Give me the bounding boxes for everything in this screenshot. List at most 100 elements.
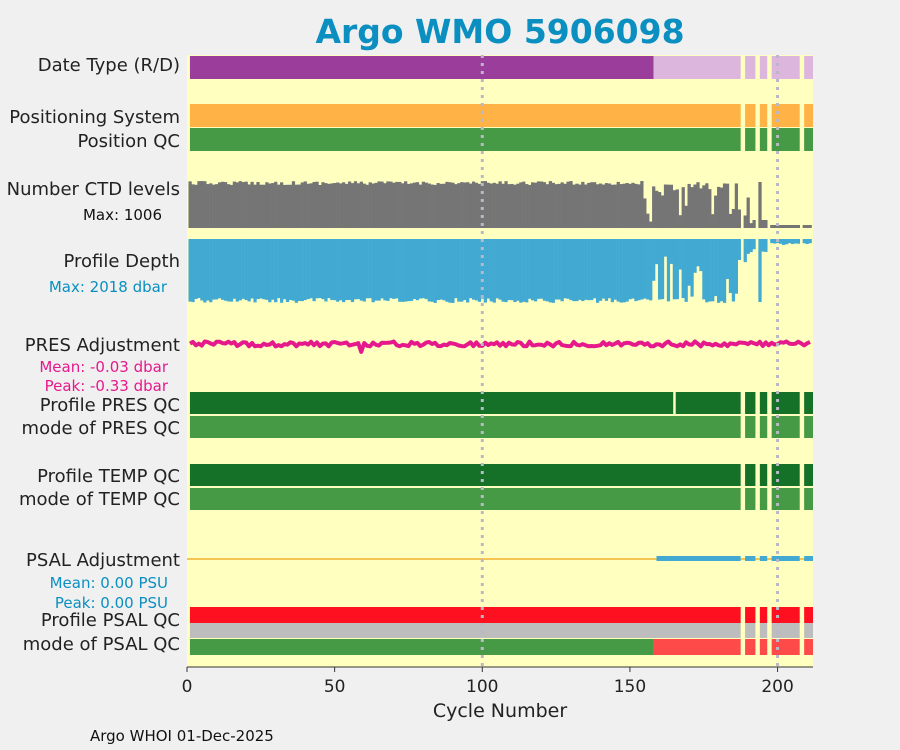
ctd-bar-154: [640, 181, 644, 228]
ctd-bar-99: [477, 183, 482, 228]
depth-bar-157: [649, 239, 653, 301]
depth-bar-198: [770, 239, 774, 244]
ctd-bar-125: [554, 184, 558, 228]
annotation-psal-peak: Peak: 0.00 PSU: [55, 594, 168, 612]
temp-qc-seg-1: [745, 464, 756, 486]
temp-qc-seg-3: [771, 464, 800, 486]
chart-title: Argo WMO 5906098: [315, 12, 684, 51]
ctd-bar-7: [206, 184, 210, 228]
depth-bar-136: [587, 239, 591, 301]
ctd-bar-206: [793, 225, 798, 228]
psal-qc-seg-1: [745, 607, 756, 623]
depth-bar-150: [628, 239, 632, 300]
depth-bar-108: [504, 239, 508, 303]
depth-bar-56: [350, 239, 355, 303]
ctd-bar-95: [466, 182, 470, 228]
ctd-bar-14: [226, 184, 231, 228]
depth-bar-209: [802, 239, 806, 244]
ctd-bar-66: [380, 181, 384, 228]
ctd-bar-48: [327, 183, 331, 228]
depth-bar-94: [463, 239, 467, 301]
ctd-bar-133: [578, 184, 582, 228]
ctd-bar-103: [489, 183, 493, 228]
depth-bar-62: [368, 239, 372, 299]
label-mode-pres-qc: mode of PRES QC: [22, 418, 180, 439]
positioning-system-seg-2: [759, 104, 768, 127]
depth-bar-158: [652, 239, 656, 281]
depth-bar-75: [406, 239, 411, 302]
depth-bar-4: [197, 239, 201, 299]
depth-bar-106: [498, 239, 502, 300]
ctd-bar-96: [468, 183, 473, 228]
temp-mode-seg-3: [771, 488, 800, 510]
ctd-bar-86: [439, 183, 443, 228]
temp-mode-seg-4: [804, 488, 813, 510]
ctd-bar-39: [300, 182, 304, 228]
ctd-bar-163: [666, 184, 671, 228]
label-pres-adjustment: PRES Adjustment: [25, 335, 180, 356]
ctd-bar-191: [749, 223, 753, 228]
ctd-bar-16: [232, 181, 237, 228]
depth-bar-80: [421, 239, 426, 299]
ctd-bar-146: [616, 181, 620, 228]
ctd-bar-27: [265, 182, 269, 228]
ctd-bar-94: [463, 182, 467, 228]
ctd-bar-207: [796, 225, 801, 228]
depth-bar-32: [280, 239, 284, 303]
depth-bar-159: [655, 239, 659, 265]
depth-bar-115: [525, 239, 529, 303]
depth-bar-164: [669, 239, 674, 264]
positioning-system-seg-1: [745, 104, 756, 127]
ctd-bar-46: [321, 182, 325, 228]
depth-bar-37: [294, 239, 299, 303]
depth-bar-189: [743, 239, 747, 263]
ctd-bar-57: [353, 181, 358, 228]
depth-bar-88: [445, 239, 449, 302]
ctd-bar-140: [598, 183, 603, 228]
ctd-bar-178: [711, 214, 715, 228]
ctd-bar-18: [238, 181, 242, 228]
ctd-bar-76: [409, 183, 414, 228]
ctd-bar-147: [619, 184, 623, 228]
depth-bar-81: [424, 239, 428, 300]
ctd-bar-90: [451, 182, 455, 228]
depth-bar-163: [666, 239, 671, 302]
position-qc-seg-4: [804, 128, 813, 151]
ctd-bar-20: [244, 181, 248, 228]
depth-bar-145: [613, 239, 617, 300]
ctd-bar-19: [241, 182, 245, 228]
label-date-type: Date Type (R/D): [38, 55, 180, 76]
depth-bar-82: [427, 239, 431, 302]
ctd-bar-50: [333, 182, 337, 228]
ctd-bar-13: [223, 182, 228, 228]
depth-bar-140: [598, 239, 603, 301]
depth-bar-165: [672, 239, 676, 300]
ctd-bar-97: [471, 181, 476, 228]
depth-bar-86: [439, 239, 443, 300]
ctd-bar-32: [280, 182, 284, 228]
ctd-bar-184: [728, 213, 733, 228]
depth-bar-109: [507, 239, 511, 301]
ctd-bar-153: [637, 184, 641, 228]
ctd-bar-26: [262, 184, 266, 228]
ctd-bar-161: [660, 195, 665, 228]
pres-qc-seg-4: [804, 392, 813, 414]
ctd-bar-85: [436, 183, 440, 228]
ctd-bar-71: [395, 181, 399, 228]
ctd-bar-111: [513, 184, 517, 228]
ctd-bar-131: [572, 184, 576, 228]
ctd-bar-53: [342, 182, 346, 228]
ctd-bar-40: [303, 181, 307, 228]
ctd-bar-34: [285, 184, 290, 228]
depth-bar-118: [533, 239, 538, 302]
ctd-bar-104: [492, 182, 496, 228]
ctd-bar-132: [575, 183, 579, 228]
depth-bar-179: [714, 239, 718, 297]
depth-bar-58: [356, 239, 361, 300]
depth-bar-143: [607, 239, 612, 299]
ctd-bar-58: [356, 183, 361, 228]
depth-bar-49: [330, 239, 334, 301]
pres-qc-seg-2: [759, 392, 768, 414]
label-profile-pres-qc: Profile PRES QC: [40, 395, 180, 416]
depth-bar-201: [779, 239, 783, 244]
